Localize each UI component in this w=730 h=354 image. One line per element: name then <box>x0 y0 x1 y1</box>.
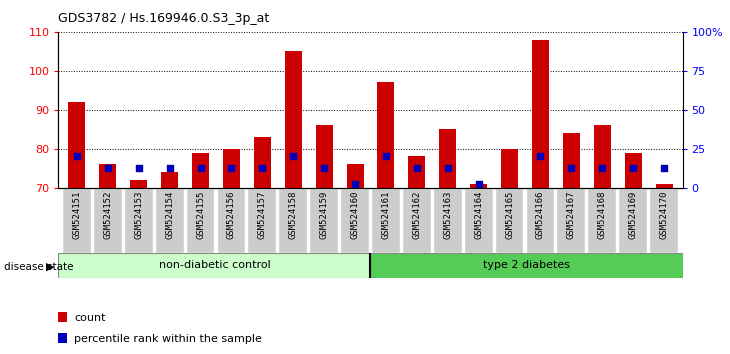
Point <box>195 165 207 171</box>
Bar <box>408 156 426 188</box>
Text: GSM524157: GSM524157 <box>258 191 267 239</box>
FancyBboxPatch shape <box>218 188 245 253</box>
Bar <box>254 137 271 188</box>
Bar <box>563 133 580 188</box>
Point <box>504 239 515 245</box>
Text: type 2 diabetes: type 2 diabetes <box>483 261 570 270</box>
FancyBboxPatch shape <box>58 253 370 278</box>
FancyBboxPatch shape <box>370 253 683 278</box>
Text: GSM524161: GSM524161 <box>381 191 391 239</box>
FancyBboxPatch shape <box>434 188 461 253</box>
Point <box>102 165 114 171</box>
Text: GSM524166: GSM524166 <box>536 191 545 239</box>
Bar <box>161 172 178 188</box>
Text: GSM524159: GSM524159 <box>320 191 328 239</box>
Point <box>473 181 485 187</box>
Point <box>658 165 670 171</box>
Text: GSM524163: GSM524163 <box>443 191 452 239</box>
FancyBboxPatch shape <box>155 188 183 253</box>
Point <box>627 165 639 171</box>
FancyBboxPatch shape <box>94 188 122 253</box>
FancyBboxPatch shape <box>341 188 369 253</box>
Bar <box>192 153 209 188</box>
Text: GSM524169: GSM524169 <box>629 191 637 239</box>
Text: GSM524162: GSM524162 <box>412 191 421 239</box>
Text: GSM524170: GSM524170 <box>659 191 669 239</box>
Point <box>164 165 175 171</box>
FancyBboxPatch shape <box>403 188 431 253</box>
Text: GSM524165: GSM524165 <box>505 191 514 239</box>
FancyBboxPatch shape <box>310 188 338 253</box>
FancyBboxPatch shape <box>619 188 647 253</box>
Text: GSM524151: GSM524151 <box>72 191 82 239</box>
Point <box>442 165 453 171</box>
FancyBboxPatch shape <box>526 188 554 253</box>
FancyBboxPatch shape <box>280 188 307 253</box>
Bar <box>69 102 85 188</box>
Bar <box>315 125 333 188</box>
Bar <box>593 125 611 188</box>
Text: GSM524164: GSM524164 <box>474 191 483 239</box>
Point <box>534 154 546 159</box>
Point <box>349 181 361 187</box>
Text: GSM524156: GSM524156 <box>227 191 236 239</box>
Bar <box>99 164 116 188</box>
Text: percentile rank within the sample: percentile rank within the sample <box>74 334 262 344</box>
Text: GSM524154: GSM524154 <box>165 191 174 239</box>
Point <box>256 165 268 171</box>
Bar <box>470 184 487 188</box>
Text: GSM524158: GSM524158 <box>289 191 298 239</box>
Bar <box>377 82 394 188</box>
Bar <box>439 129 456 188</box>
Text: GSM524155: GSM524155 <box>196 191 205 239</box>
Text: GSM524168: GSM524168 <box>598 191 607 239</box>
Text: GDS3782 / Hs.169946.0.S3_3p_at: GDS3782 / Hs.169946.0.S3_3p_at <box>58 12 269 25</box>
FancyBboxPatch shape <box>588 188 616 253</box>
FancyBboxPatch shape <box>63 188 91 253</box>
FancyBboxPatch shape <box>650 188 678 253</box>
Text: GSM524160: GSM524160 <box>350 191 360 239</box>
Point <box>411 165 423 171</box>
Text: count: count <box>74 313 106 322</box>
Point <box>133 165 145 171</box>
Bar <box>347 164 364 188</box>
Point <box>226 165 237 171</box>
Point <box>288 154 299 159</box>
Bar <box>285 51 301 188</box>
Bar <box>532 40 549 188</box>
FancyBboxPatch shape <box>372 188 400 253</box>
Text: GSM524153: GSM524153 <box>134 191 143 239</box>
Point <box>318 165 330 171</box>
Point <box>596 165 608 171</box>
FancyBboxPatch shape <box>496 188 523 253</box>
Point <box>566 165 577 171</box>
Text: disease state: disease state <box>4 262 73 272</box>
Bar <box>223 149 240 188</box>
Point <box>380 154 392 159</box>
Text: GSM524167: GSM524167 <box>566 191 576 239</box>
Text: non-diabetic control: non-diabetic control <box>158 261 270 270</box>
Text: GSM524152: GSM524152 <box>104 191 112 239</box>
Text: ▶: ▶ <box>45 262 54 272</box>
FancyBboxPatch shape <box>125 188 153 253</box>
FancyBboxPatch shape <box>187 188 215 253</box>
FancyBboxPatch shape <box>248 188 276 253</box>
Bar <box>625 153 642 188</box>
Bar <box>130 180 147 188</box>
Bar <box>501 149 518 188</box>
Bar <box>656 184 672 188</box>
FancyBboxPatch shape <box>558 188 585 253</box>
FancyBboxPatch shape <box>465 188 493 253</box>
Point <box>71 154 82 159</box>
